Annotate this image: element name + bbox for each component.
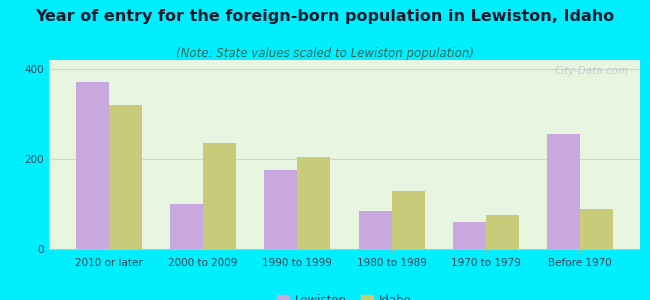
Bar	[392, 190, 424, 249]
Bar	[297, 157, 330, 249]
Bar	[486, 215, 519, 249]
Bar	[580, 208, 614, 249]
Bar	[75, 82, 109, 249]
Bar	[203, 143, 236, 249]
Text: City-Data.com: City-Data.com	[554, 66, 629, 76]
Bar	[265, 170, 297, 249]
Bar	[170, 204, 203, 249]
Bar	[453, 222, 486, 249]
Legend: Lewiston, Idaho: Lewiston, Idaho	[272, 289, 417, 300]
Text: (Note: State values scaled to Lewiston population): (Note: State values scaled to Lewiston p…	[176, 46, 474, 59]
Bar	[547, 134, 580, 249]
Bar	[109, 105, 142, 249]
Bar	[359, 211, 392, 249]
Text: Year of entry for the foreign-born population in Lewiston, Idaho: Year of entry for the foreign-born popul…	[35, 9, 615, 24]
